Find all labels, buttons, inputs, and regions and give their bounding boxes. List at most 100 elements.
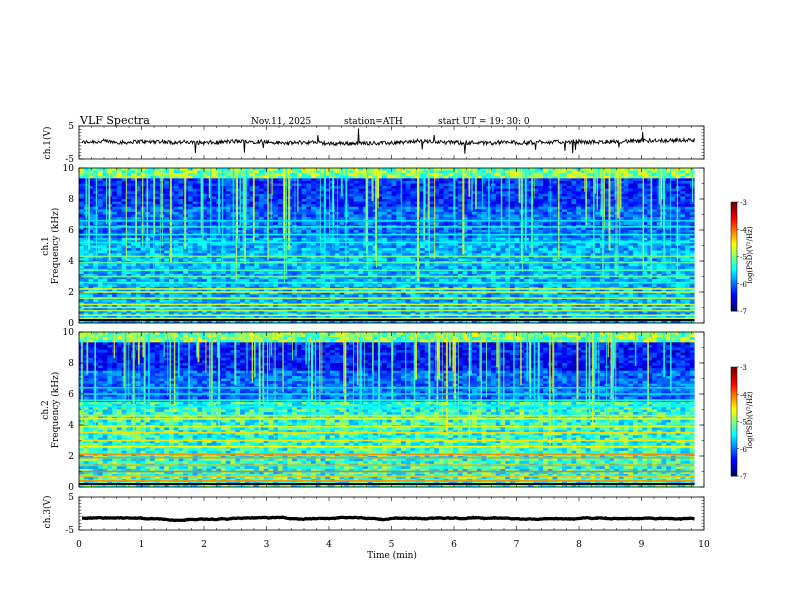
spectrogram-cell [325, 258, 331, 262]
spectrogram-cell [533, 209, 539, 213]
spectrogram-cell [689, 209, 695, 213]
spectrogram-cell [353, 173, 359, 177]
spectrogram-cell [637, 237, 643, 241]
spectrogram-cell [311, 237, 317, 241]
spectrogram-cell [524, 180, 530, 184]
spectrogram-cell [401, 250, 407, 254]
spectrogram-cell [329, 248, 336, 251]
spectrogram-cell [386, 209, 392, 213]
spectrogram-cell [500, 211, 506, 215]
spectrogram-cell [590, 204, 596, 208]
spectrogram-cell [481, 222, 487, 226]
spectrogram-cell [566, 180, 572, 184]
spectrogram-cell [121, 188, 127, 192]
spectrogram-cell [306, 230, 312, 233]
spectrogram-cell [576, 253, 582, 257]
spectrogram-cell [292, 209, 298, 213]
spectrogram-cell [382, 211, 388, 215]
spectrogram-cell [571, 235, 577, 239]
spectrogram-cell [637, 173, 643, 177]
spectrogram-cell [145, 248, 151, 251]
spectrogram-cell [481, 235, 487, 239]
spectrogram-cell [268, 253, 274, 257]
spectrogram-cell [315, 168, 321, 171]
spectrogram-cell [457, 170, 463, 174]
spectrogram-cell [367, 199, 373, 202]
spectrogram-cell [604, 191, 610, 195]
spectrogram-cell [434, 248, 440, 251]
spectrogram-cell [178, 170, 184, 174]
spectrogram-cell [192, 175, 198, 179]
spectrogram-cell [173, 230, 179, 233]
spectrogram-cell [424, 217, 430, 220]
spectrogram-cell [552, 180, 558, 184]
spectrogram-cell [358, 180, 364, 184]
spectrogram-cell [457, 191, 463, 195]
spectrogram-cell [419, 178, 425, 182]
spectrogram-cell [348, 193, 354, 197]
spectrogram-cell [405, 255, 411, 259]
spectrogram-cell [197, 206, 203, 210]
spectrogram-cell [211, 183, 217, 187]
spectrogram-cell [273, 180, 279, 184]
spectrogram-cell [93, 237, 99, 241]
spectrogram-cell [244, 263, 250, 267]
spectrogram-cell [543, 191, 549, 195]
spectrogram-cell [154, 227, 160, 231]
spectrogram-cell [500, 178, 506, 182]
spectrogram-cell [164, 242, 170, 246]
spectrogram-cell [197, 193, 203, 197]
spectrogram-cell [187, 173, 193, 177]
spectrogram-cell [386, 237, 392, 241]
spectrogram-cell [273, 217, 279, 220]
spectrogram-cell [382, 204, 388, 208]
spectrogram-cell [221, 201, 227, 205]
spectrogram-cell [79, 250, 85, 254]
spectrogram-cell [618, 217, 624, 220]
spectrogram-cell [670, 204, 676, 208]
spectrogram-cell [164, 258, 170, 262]
spectrogram-cell [296, 250, 302, 254]
spectrogram-cell [590, 222, 596, 226]
spectrogram-cell [524, 204, 530, 208]
spectrogram-cell [652, 196, 658, 200]
spectrogram-cell [116, 204, 122, 208]
spectrogram-cell [533, 170, 539, 174]
spectrogram-cell [192, 168, 198, 171]
spectrogram-cell [121, 248, 127, 251]
spectrogram-cell [325, 217, 331, 220]
spectrogram-cell [618, 227, 624, 231]
spectrogram-cell [159, 253, 165, 257]
spectrogram-cell [367, 175, 373, 179]
spectrogram-cell [590, 191, 596, 195]
spectrogram-cell [221, 180, 227, 184]
spectrogram-cell [197, 245, 203, 249]
spectrogram-cell [476, 178, 482, 182]
spectrogram-cell [443, 222, 449, 226]
spectrogram-cell [533, 188, 539, 192]
spectrogram-cell [282, 263, 288, 267]
spectrogram-cell [429, 209, 435, 213]
spectrogram-cell [221, 178, 227, 182]
spectrogram-cell [391, 170, 397, 174]
spectrogram-cell [93, 206, 99, 210]
spectrogram-cell [590, 214, 596, 218]
spectrogram-cell [647, 255, 653, 259]
spectrogram-cell [292, 217, 298, 220]
spectrogram-cell [311, 175, 317, 179]
spectrogram-cell [145, 258, 151, 262]
spectrogram-cell [315, 201, 321, 205]
spectrogram-cell [315, 237, 321, 241]
spectrogram-cell [500, 227, 506, 231]
spectrogram-cell [580, 242, 587, 246]
spectrogram-cell [457, 175, 463, 179]
spectrogram-cell [505, 196, 511, 200]
spectrogram-cell [438, 175, 444, 179]
spectrogram-cell [509, 180, 515, 184]
spectrogram-cell [277, 178, 283, 182]
spectrogram-cell [628, 258, 634, 262]
spectrogram-cell [566, 191, 572, 195]
spectrogram-cell [604, 250, 610, 254]
spectrogram-cell [543, 186, 549, 189]
spectrogram-cell [429, 178, 435, 182]
